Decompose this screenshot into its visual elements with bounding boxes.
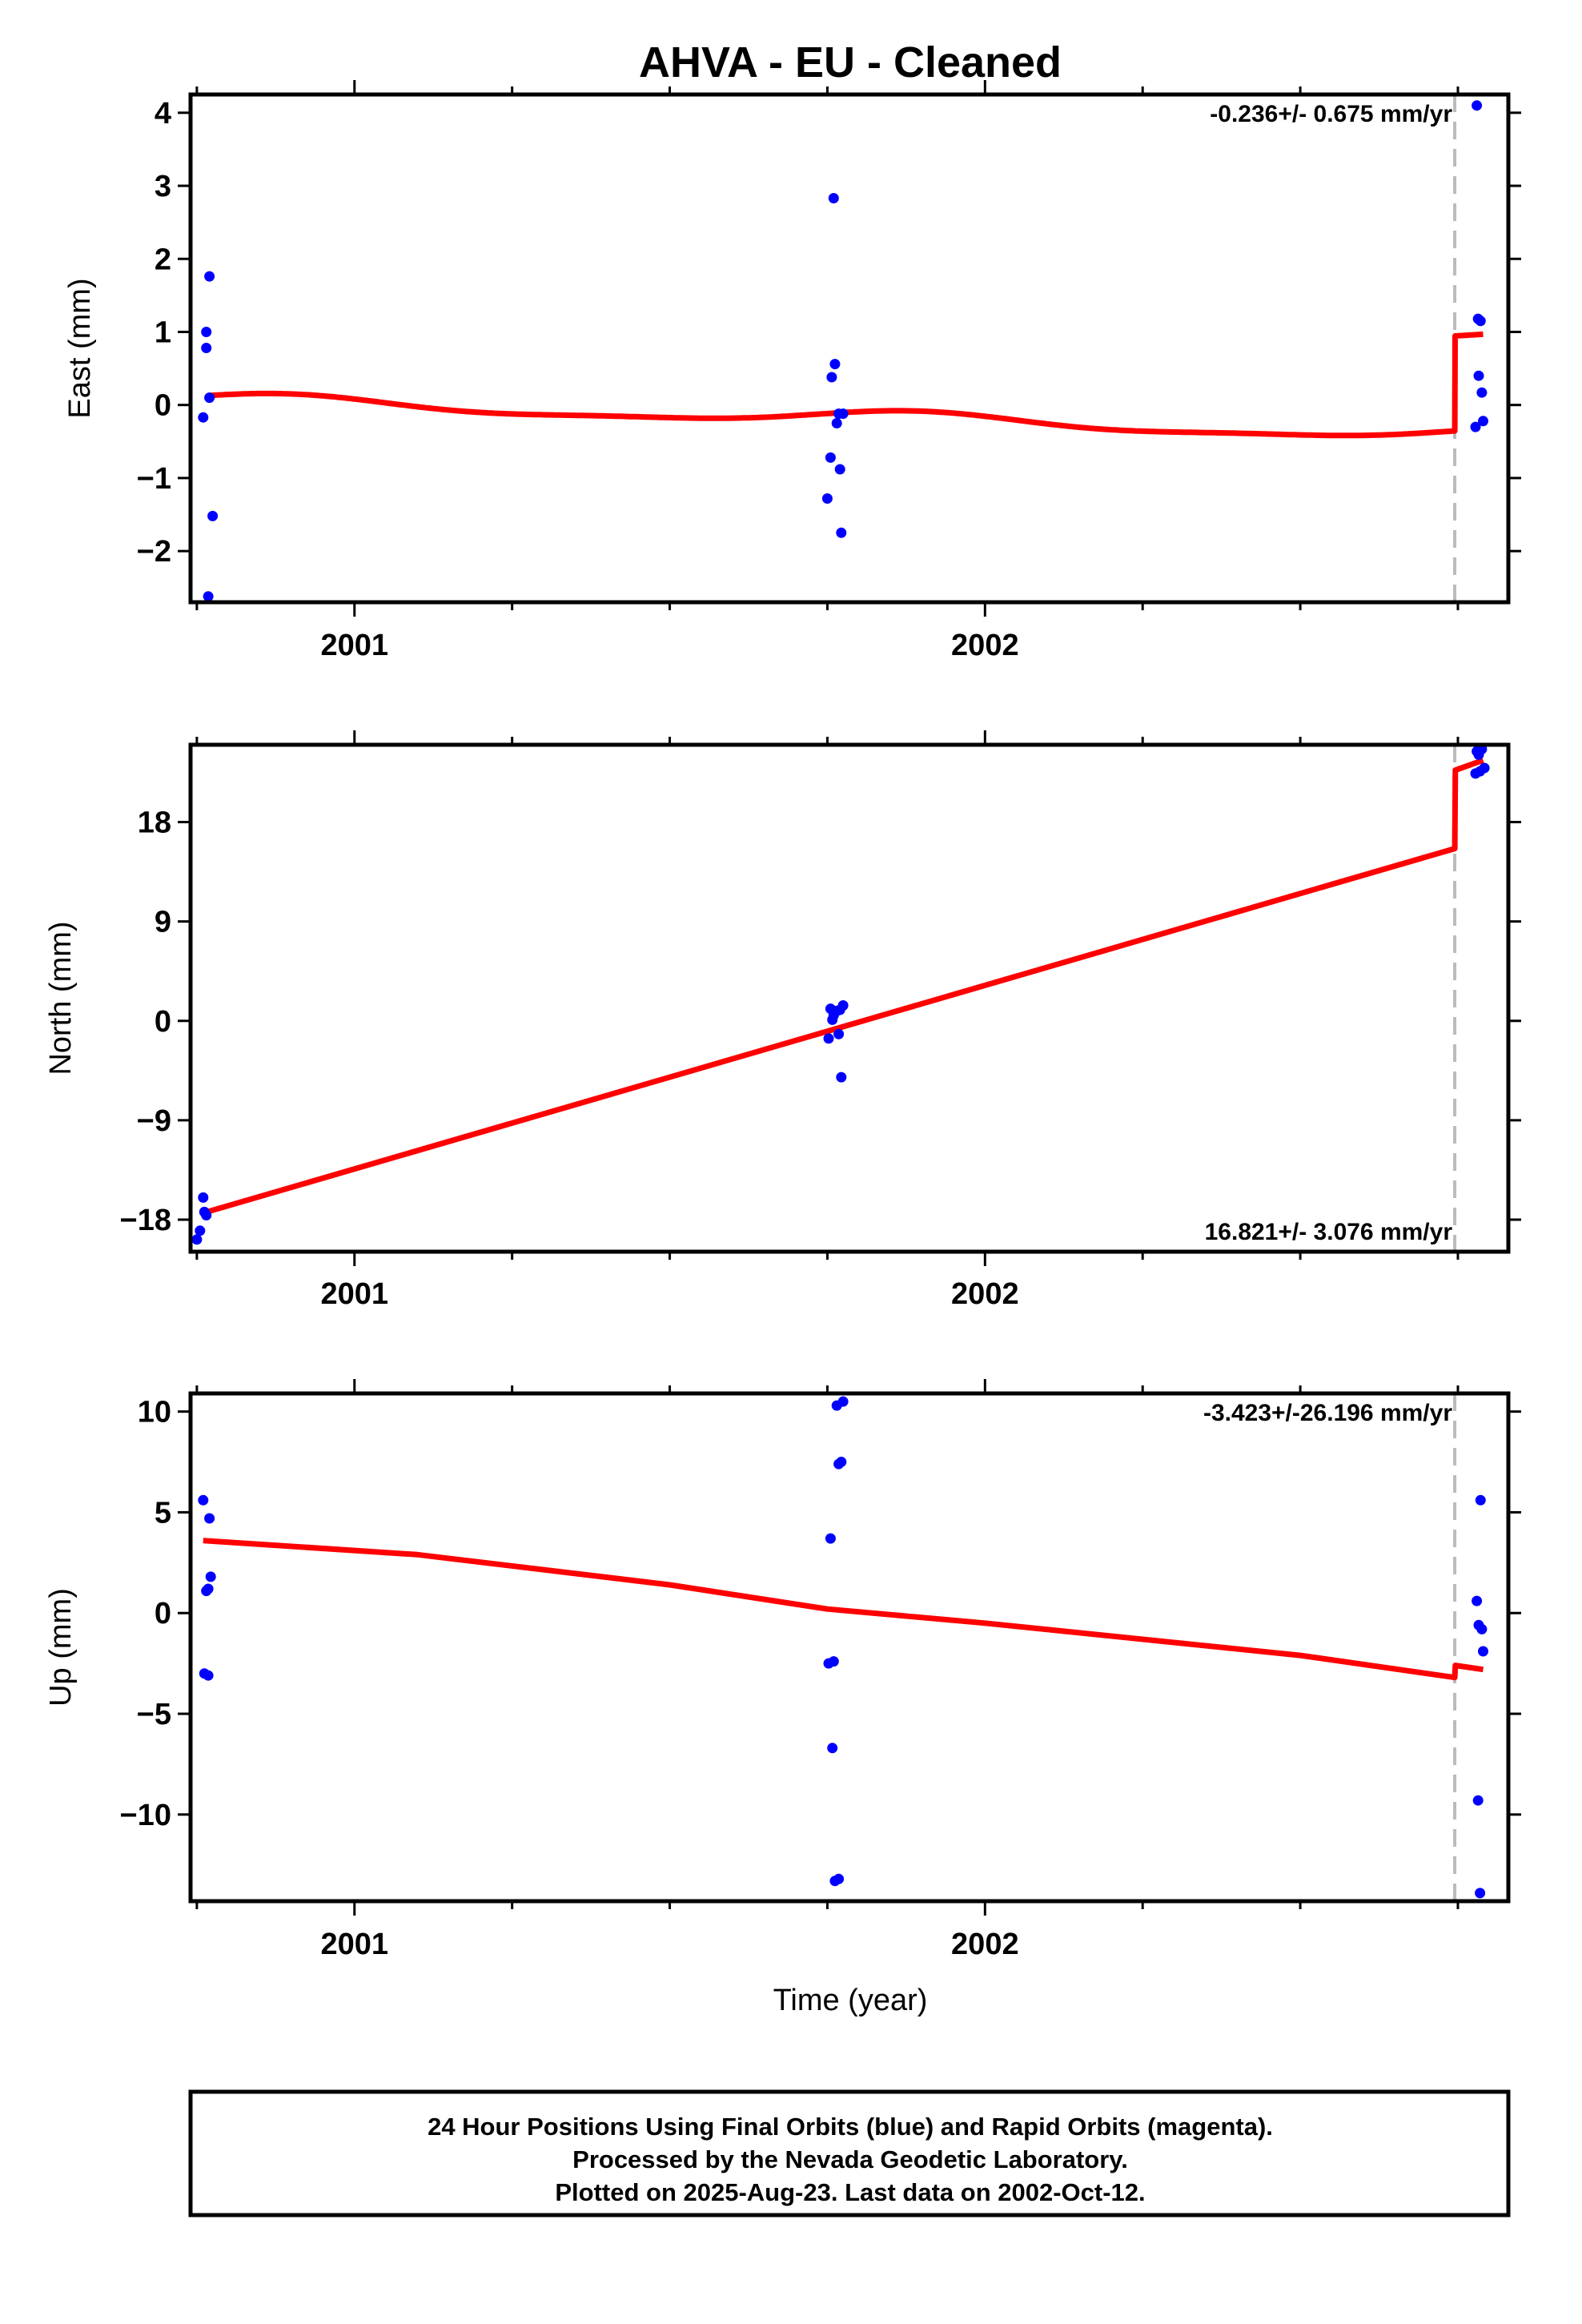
east-data-point xyxy=(201,327,212,337)
up-data-point xyxy=(1478,1646,1488,1657)
up-data-point xyxy=(828,1656,839,1667)
east-data-point xyxy=(207,510,219,521)
north-data-point xyxy=(1479,762,1490,774)
footer-line-2: Processed by the Nevada Geodetic Laborat… xyxy=(572,2145,1128,2173)
east-data-point xyxy=(834,464,845,475)
north-data-point xyxy=(201,1210,212,1220)
east-data-point xyxy=(825,452,836,463)
north-xtick-label: 2002 xyxy=(951,1277,1019,1311)
east-data-point xyxy=(821,493,833,504)
east-data-point xyxy=(828,193,839,203)
up-data-point xyxy=(836,1457,847,1467)
chart-title: AHVA - EU - Cleaned xyxy=(639,38,1062,86)
footer-line-3: Plotted on 2025-Aug-23. Last data on 200… xyxy=(555,2178,1145,2206)
north-ytick-label: −18 xyxy=(120,1204,171,1237)
north-data-point xyxy=(833,1028,845,1039)
east-rate-label: -0.236+/- 0.675 mm/yr xyxy=(1210,101,1452,127)
up-xtick-label: 2001 xyxy=(320,1928,388,1961)
east-fit-line xyxy=(209,331,1484,439)
east-data-point xyxy=(204,271,215,282)
up-data-point xyxy=(827,1743,838,1754)
north-ytick-label: 0 xyxy=(155,1005,171,1039)
east-ytick-label: −1 xyxy=(137,462,171,496)
east-data-point xyxy=(826,372,837,383)
north-data-point xyxy=(836,1072,847,1083)
up-plot-frame xyxy=(188,1391,1511,1904)
up-data-point xyxy=(1472,1595,1483,1606)
north-panel: −18 −9 0 9 18 2001 2002 North (mm) 16.821+/- 3.0… xyxy=(44,730,1521,1311)
north-rate-label: 16.821+/- 3.076 mm/yr xyxy=(1205,1219,1453,1245)
east-ytick-label: −2 xyxy=(137,535,171,569)
up-data-point xyxy=(833,1873,845,1884)
east-data-point xyxy=(204,392,215,404)
up-data-point xyxy=(203,1583,214,1594)
up-xtick-label: 2002 xyxy=(951,1928,1019,1961)
up-data-point xyxy=(204,1513,215,1524)
north-data-point xyxy=(823,1033,834,1044)
east-ytick-label: 1 xyxy=(155,316,171,349)
north-fit-line xyxy=(202,758,1484,1216)
up-rate-label: -3.423+/-26.196 mm/yr xyxy=(1203,1400,1452,1426)
east-data-point xyxy=(198,412,209,423)
east-data-point xyxy=(1473,370,1484,381)
north-plot-frame xyxy=(188,742,1511,1254)
up-data-point xyxy=(198,1494,209,1506)
footer-box xyxy=(188,2089,1511,2217)
east-data-point xyxy=(836,527,847,538)
east-data-point xyxy=(829,359,841,370)
up-data-point xyxy=(825,1533,836,1544)
x-axis-label: Time (year) xyxy=(773,1984,928,2017)
north-data-point xyxy=(198,1192,209,1203)
up-data-point xyxy=(203,1670,214,1681)
east-y-axis-label: East (mm) xyxy=(63,278,97,418)
up-ytick-label: 0 xyxy=(155,1597,171,1630)
north-ytick-label: 18 xyxy=(138,806,171,840)
north-data-point xyxy=(195,1225,206,1236)
up-data-point xyxy=(1476,1623,1488,1634)
up-ytick-label: −5 xyxy=(137,1698,171,1731)
up-ytick-label: 10 xyxy=(138,1396,171,1429)
east-data-point xyxy=(837,408,849,420)
east-xtick-label: 2001 xyxy=(320,629,388,662)
east-plot-frame xyxy=(188,92,1511,605)
north-data-point xyxy=(837,1000,849,1011)
east-data-point xyxy=(201,343,212,353)
north-y-axis-label: North (mm) xyxy=(44,921,78,1075)
up-ytick-label: 5 xyxy=(155,1496,171,1530)
east-xtick-label: 2002 xyxy=(951,629,1019,662)
north-data-point xyxy=(827,1014,838,1025)
north-xtick-label: 2001 xyxy=(320,1277,388,1311)
up-panel: −10 −5 0 5 10 2001 2002 Up (mm) -3.423+/-26.196 … xyxy=(44,1379,1521,1961)
up-data-point xyxy=(837,1396,849,1407)
north-ytick-label: −9 xyxy=(137,1104,171,1138)
east-ytick-label: 4 xyxy=(155,97,171,131)
east-ytick-label: 2 xyxy=(155,243,171,276)
up-fit-line xyxy=(203,1538,1484,1681)
up-data-point xyxy=(205,1571,216,1582)
east-data-point xyxy=(203,591,214,602)
east-ytick-label: 0 xyxy=(155,389,171,423)
east-data-point xyxy=(1478,416,1488,427)
up-data-point xyxy=(1472,1795,1484,1806)
east-data-point xyxy=(1472,100,1483,111)
footer-line-1: 24 Hour Positions Using Final Orbits (bl… xyxy=(428,2113,1273,2141)
east-data-point xyxy=(1476,387,1488,398)
up-y-axis-label: Up (mm) xyxy=(44,1588,78,1707)
north-ytick-label: 9 xyxy=(155,906,171,939)
up-data-point xyxy=(1475,1888,1486,1899)
east-panel: −2 −1 0 1 2 3 4 2001 2002 East (mm) -0.236+/- 0.67… xyxy=(63,80,1521,662)
up-data-point xyxy=(1475,1494,1486,1506)
east-data-point xyxy=(1475,316,1486,327)
up-ytick-label: −10 xyxy=(120,1799,171,1832)
east-data-point xyxy=(831,418,842,428)
east-ytick-label: 3 xyxy=(155,170,171,203)
east-data-point xyxy=(1470,421,1481,432)
north-data-point xyxy=(191,1234,203,1245)
